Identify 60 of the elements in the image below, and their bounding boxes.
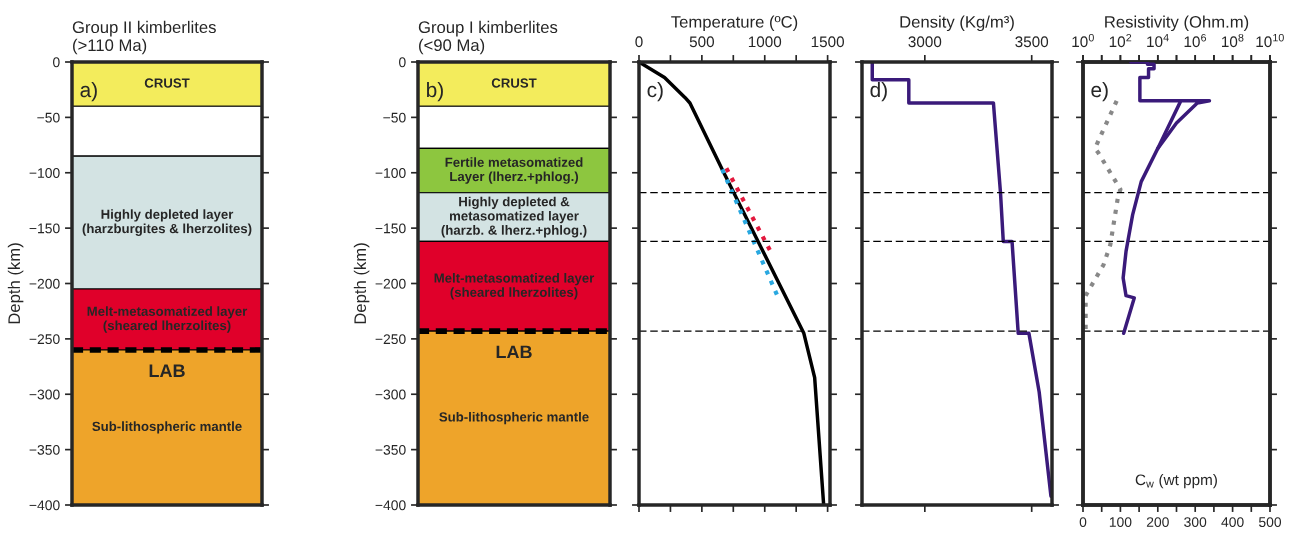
y-tick-label: −100: [29, 168, 60, 178]
ref-line-label: LAB: [149, 364, 185, 377]
x-tick-label: 200: [1146, 517, 1169, 528]
x-tick-label: 400: [1221, 517, 1244, 528]
x-tick-label: 3500: [1015, 36, 1049, 48]
y-tick-label: −300: [375, 389, 406, 400]
y-tick-label: −200: [375, 278, 406, 289]
y-tick-label: 0: [53, 57, 60, 68]
series-label: Highly depleted layer (harzburgites & lherzolites): [82, 209, 252, 236]
annotation: e): [1091, 81, 1108, 102]
x2-tick-label: 10$^{4}$: [1147, 33, 1169, 48]
y-axis-title: Depth (km): [7, 243, 24, 324]
x-axis-title: Temperature (ºC): [671, 15, 798, 32]
y-tick-label: −400: [375, 500, 406, 511]
series-label: Melt-metasomatized layer (sheared lherzolites): [434, 273, 595, 300]
y-tick-label: −350: [29, 444, 60, 455]
series-label: Fertile metasomatized Layer (lherz.+phlog.): [445, 157, 583, 184]
x-tick-label: 1500: [811, 36, 845, 48]
x-tick-label: 0: [1079, 517, 1087, 528]
x2-axis-title: Resistivity (Ohm.m): [1105, 15, 1249, 32]
y-tick-label: −50: [383, 112, 406, 123]
x-tick-label: 500: [1258, 517, 1282, 528]
y-tick-label: −150: [29, 223, 60, 234]
series-label: CRUST: [491, 78, 537, 88]
x-axis-title: Density (Kg/m³): [900, 15, 1014, 32]
annotation: c): [647, 81, 663, 102]
x2-tick-label: 10$^{2}$: [1109, 33, 1132, 48]
y-tick-label: −250: [375, 334, 406, 345]
chart-title: Group I kimberlites (<90 Ma): [418, 20, 558, 55]
annotation: d): [870, 81, 887, 102]
x-axis-title: C$_{w}$ (wt ppm): [1135, 473, 1217, 489]
y-tick-label: −50: [37, 112, 60, 123]
series-label: Sub-lithospheric mantle: [439, 411, 589, 425]
y-tick-label: −350: [375, 444, 406, 455]
series-label: Melt-metasomatized layer (sheared lherzolites): [87, 306, 248, 333]
x-tick-label: 500: [689, 36, 715, 48]
x2-tick-label: 10$^{6}$: [1184, 33, 1207, 48]
x2-tick-label: 10$^{0}$: [1072, 33, 1094, 48]
x-tick-label: 0: [635, 36, 643, 48]
y-tick-label: −300: [29, 389, 60, 400]
y-axis-title: Depth (km): [353, 243, 370, 324]
x-tick-label: 3000: [908, 36, 942, 48]
y-tick-label: 0: [399, 57, 406, 68]
y-tick-label: −150: [375, 223, 406, 234]
series-label: CRUST: [144, 78, 190, 88]
chart-title: Group II kimberlites (>110 Ma): [72, 20, 216, 55]
y-tick-label: −400: [29, 500, 60, 511]
y-tick-label: −200: [29, 278, 60, 289]
x2-tick-label: 10$^{10}$: [1256, 33, 1284, 48]
y-tick-label: −100: [375, 168, 406, 178]
annotation: b): [427, 81, 443, 102]
series-label: Sub-lithospheric mantle: [92, 421, 242, 434]
series-label: Highly depleted & metasomatized layer (harzb. & lherz.+phlog.): [441, 196, 587, 238]
annotation: a): [80, 81, 97, 102]
x-tick-label: 300: [1184, 517, 1207, 528]
x-tick-label: 100: [1109, 517, 1132, 528]
x-tick-label: 1000: [748, 36, 782, 48]
x2-tick-label: 10$^{8}$: [1222, 33, 1244, 48]
ref-line-label: LAB: [496, 345, 532, 359]
y-tick-label: −250: [29, 334, 60, 345]
